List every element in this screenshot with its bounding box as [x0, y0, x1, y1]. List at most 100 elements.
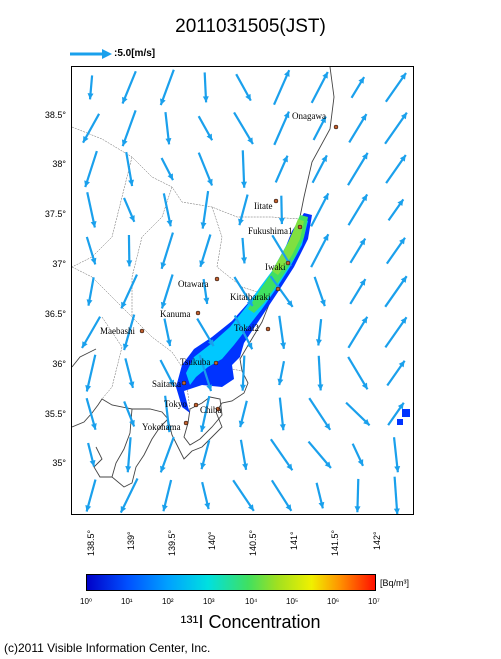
- lat-label: 36.5°: [44, 309, 66, 319]
- city-label-iwaki: Iwaki: [265, 262, 286, 272]
- marker-chiba: [215, 406, 221, 412]
- wind-arrow-head: [393, 508, 400, 514]
- wind-arrow-head: [357, 459, 364, 466]
- city-label-otawara: Otawara: [178, 279, 209, 289]
- wind-arrow-head: [128, 179, 135, 187]
- marker-yokohama: [183, 420, 189, 426]
- wind-arrow: [119, 478, 139, 514]
- colorbar-tick: 10³: [203, 597, 215, 606]
- wind-arrow: [84, 150, 98, 188]
- marker-otawara: [214, 276, 220, 282]
- wind-arrow-head: [160, 465, 166, 473]
- marker-iitate: [273, 198, 279, 204]
- wind-arrow-head: [165, 425, 172, 433]
- colorbar-title: ¹³¹I Concentration: [180, 612, 321, 632]
- wind-arrow-head: [160, 98, 166, 106]
- wind-arrow: [233, 111, 254, 145]
- city-label-kanuma: Kanuma: [160, 309, 191, 319]
- marker-onagawa: [333, 124, 339, 130]
- marker-saitama: [181, 380, 187, 386]
- wind-field: [81, 69, 408, 514]
- marker-kanuma: [195, 310, 201, 316]
- wind-arrow: [159, 436, 175, 473]
- wind-arrow-head: [200, 222, 207, 229]
- wind-arrow: [310, 233, 330, 268]
- wind-arrow-head: [284, 70, 290, 77]
- wind-arrow: [160, 232, 174, 270]
- lon-label: 139.5°: [167, 529, 177, 556]
- wind-arrow-head: [199, 260, 206, 267]
- wind-arrow: [200, 395, 211, 433]
- wind-arrow-head: [277, 378, 284, 386]
- wind-arrow-head: [242, 463, 249, 470]
- lat-label: 38°: [52, 159, 66, 169]
- wind-arrow-head: [247, 504, 254, 511]
- wind-arrow-head: [207, 178, 213, 186]
- lat-label: 35°: [52, 458, 66, 468]
- wind-arrow-head: [85, 505, 92, 512]
- wind-arrow-head: [361, 152, 368, 160]
- wind-arrow: [393, 476, 399, 514]
- wind-arrow-head: [279, 423, 286, 431]
- wind-arrow: [384, 316, 408, 349]
- city-label-fukushima1: Fukushima1: [248, 226, 293, 236]
- wind-arrow-head: [128, 381, 135, 388]
- wind-arrow-head: [87, 93, 94, 100]
- wind-arrow-head: [238, 218, 244, 226]
- wind-arrow-head: [322, 234, 329, 241]
- wind-arrow-head: [90, 221, 97, 228]
- wind-arrow: [232, 479, 255, 512]
- city-label-saitama: Saitama: [152, 379, 181, 389]
- colorbar-tick: 10¹: [121, 597, 133, 606]
- wind-arrow-head: [320, 116, 326, 124]
- scale-label: :5.0[m/s]: [114, 48, 156, 59]
- wind-arrow: [198, 354, 213, 392]
- city-label-chiba: Chiba: [200, 405, 222, 415]
- wind-arrow-head: [160, 262, 167, 269]
- wind-arrow-head: [282, 155, 288, 163]
- lat-label: 37.5°: [44, 209, 66, 219]
- wind-arrow: [269, 275, 294, 308]
- wind-arrow-head: [361, 382, 368, 390]
- wind-arrow-head: [168, 379, 175, 387]
- marker-kitaibaraki: [275, 286, 281, 292]
- wind-arrow-head: [203, 297, 210, 304]
- wind-arrow-head: [361, 194, 368, 202]
- wind-arrow: [347, 356, 369, 390]
- colorbar-tick: 10⁴: [245, 597, 258, 606]
- copyright: (c)2011 Visible Information Center, Inc.: [4, 641, 211, 655]
- colorbar-tick: 10²: [162, 597, 174, 606]
- colorbar-tick: 10⁵: [286, 597, 299, 606]
- wind-arrow: [273, 69, 291, 106]
- plume-offshore-2: [397, 419, 403, 425]
- wind-arrow-head: [83, 135, 89, 143]
- wind-arrow-head: [317, 384, 324, 391]
- wind-arrow-head: [239, 384, 246, 391]
- wind-arrow-head: [86, 299, 93, 306]
- wind-arrow-head: [165, 339, 172, 346]
- city-label-onagawa: Onagawa: [292, 111, 326, 121]
- wind-arrow: [159, 69, 175, 106]
- wind-arrow: [347, 152, 369, 186]
- wind-arrow-head: [285, 504, 292, 511]
- wind-arrow: [233, 314, 254, 350]
- lon-label: 139°: [126, 531, 136, 550]
- wind-arrow-head: [84, 180, 90, 188]
- wind-arrow-head: [126, 260, 133, 267]
- wind-arrow-head: [120, 505, 127, 513]
- wind-arrow-head: [166, 219, 173, 227]
- wind-arrow-head: [286, 463, 293, 471]
- wind-arrow-head: [286, 300, 293, 307]
- wind-arrow: [310, 192, 330, 227]
- wind-arrow-head: [246, 299, 253, 307]
- wind-arrow-head: [361, 316, 368, 324]
- lon-label: 140.5°: [248, 529, 258, 556]
- wind-arrow-head: [207, 339, 214, 347]
- lat-label: 37°: [52, 259, 66, 269]
- city-label-maebashi: Maebashi: [100, 326, 135, 336]
- map-panel[interactable]: Onagawa Iitate Fukushima1 Iwaki Otawara …: [71, 66, 414, 515]
- wind-arrow-head: [321, 155, 327, 163]
- wind-arrow-head: [122, 343, 129, 351]
- city-markers: [139, 124, 339, 426]
- wind-arrow-head: [324, 423, 331, 430]
